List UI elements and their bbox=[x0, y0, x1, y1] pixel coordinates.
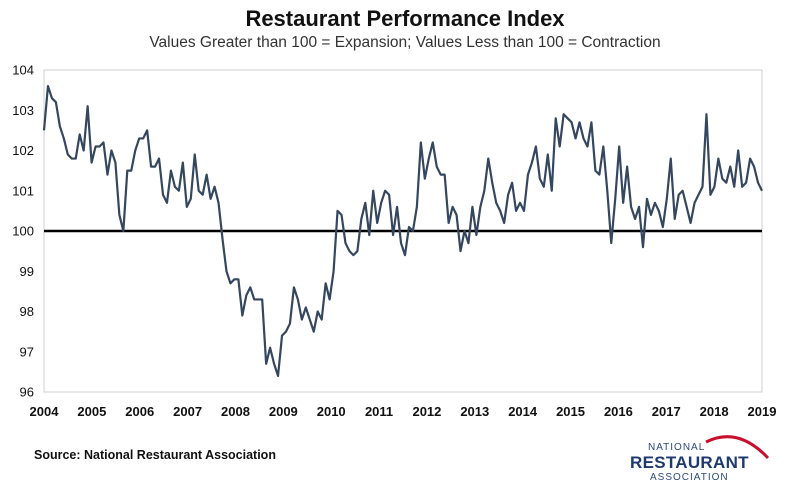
x-tick-label: 2019 bbox=[748, 404, 777, 419]
y-tick-label: 97 bbox=[20, 344, 34, 359]
y-axis: 96 97 98 99 100 101 102 103 104 bbox=[12, 63, 34, 400]
x-tick-label: 2018 bbox=[700, 404, 729, 419]
x-tick-label: 2005 bbox=[77, 404, 106, 419]
x-tick-label: 2010 bbox=[317, 404, 346, 419]
x-tick-label: 2017 bbox=[652, 404, 681, 419]
y-tick-label: 102 bbox=[12, 143, 34, 158]
logo-line-1: NATIONAL bbox=[648, 442, 706, 453]
y-tick-label: 103 bbox=[12, 103, 34, 118]
x-tick-label: 2011 bbox=[365, 404, 393, 419]
x-tick-label: 2013 bbox=[460, 404, 489, 419]
logo-line-2: RESTAURANT bbox=[630, 453, 749, 472]
x-tick-label: 2015 bbox=[556, 404, 585, 419]
chart-title: Restaurant Performance Index bbox=[245, 6, 565, 31]
x-axis: 2004 2005 2006 2007 2008 2009 2010 2011 2012 2013… bbox=[30, 404, 777, 419]
x-tick-label: 2012 bbox=[412, 404, 441, 419]
y-tick-label: 100 bbox=[12, 224, 34, 239]
series-line bbox=[42, 85, 763, 377]
x-tick-label: 2004 bbox=[30, 404, 60, 419]
y-tick-label: 104 bbox=[12, 63, 34, 78]
x-tick-label: 2016 bbox=[604, 404, 633, 419]
logo-arc-icon bbox=[705, 435, 770, 460]
x-tick-label: 2014 bbox=[508, 404, 538, 419]
y-tick-label: 99 bbox=[20, 264, 34, 279]
x-tick-label: 2007 bbox=[173, 404, 202, 419]
y-tick-label: 96 bbox=[20, 385, 34, 400]
logo-line-3: ASSOCIATION bbox=[650, 472, 729, 483]
y-tick-label: 101 bbox=[12, 183, 34, 198]
x-tick-label: 2009 bbox=[269, 404, 298, 419]
x-tick-label: 2008 bbox=[221, 404, 250, 419]
chart-subtitle: Values Greater than 100 = Expansion; Val… bbox=[149, 34, 661, 51]
source-note: Source: National Restaurant Association bbox=[34, 448, 276, 462]
y-tick-label: 98 bbox=[20, 304, 34, 319]
nra-logo: NATIONAL RESTAURANT ASSOCIATION bbox=[628, 428, 788, 488]
x-tick-label: 2006 bbox=[125, 404, 154, 419]
